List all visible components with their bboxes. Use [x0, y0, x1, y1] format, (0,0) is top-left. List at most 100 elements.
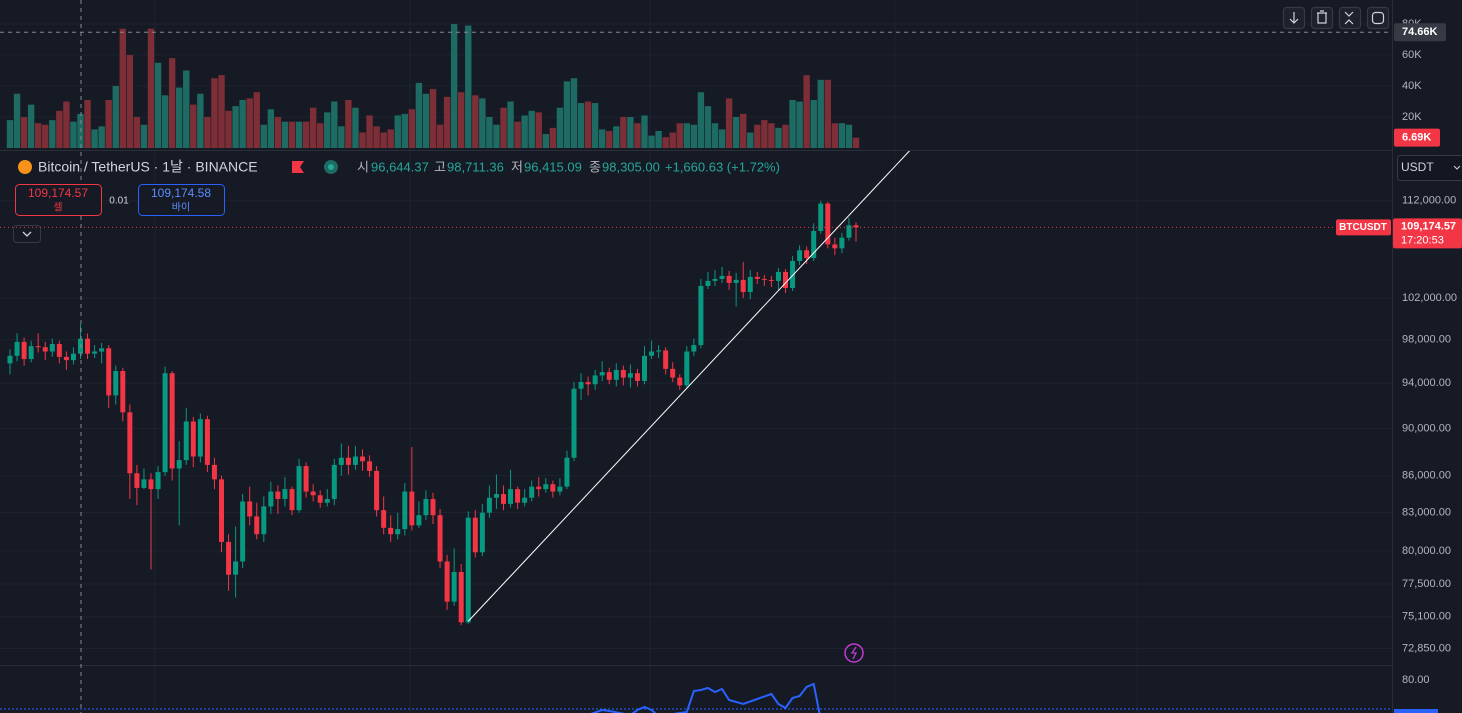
grid — [0, 23, 1392, 649]
currency-select[interactable] — [1397, 155, 1462, 181]
volume-bar — [190, 104, 197, 148]
candle-body — [155, 472, 161, 490]
maximize-button[interactable] — [1366, 6, 1390, 30]
volume-bar — [204, 117, 211, 148]
volume-bar — [718, 129, 726, 148]
volume-bar — [740, 113, 747, 148]
candle-body — [832, 244, 838, 249]
ohlc-value: 98,711.36 — [447, 159, 504, 174]
candle-body — [211, 464, 217, 480]
volume-bar — [239, 99, 246, 148]
candle-body — [331, 464, 337, 499]
volume-bar — [852, 137, 860, 148]
volume-bar — [824, 79, 831, 148]
y-tick-label: 77,500.00 — [1402, 578, 1451, 590]
volume-bar — [514, 121, 521, 148]
symbol-title: Bitcoin / TetherUS · 1날 · BINANCE — [38, 159, 258, 175]
volume-bar — [260, 124, 267, 148]
symbol-tag: BTCUSDT — [1339, 222, 1387, 233]
volume-bar — [479, 98, 486, 148]
candle-body — [338, 457, 344, 465]
volume-bar — [211, 78, 218, 148]
candle-body — [289, 489, 295, 511]
volume-bar — [288, 121, 296, 148]
candle-body — [352, 456, 358, 465]
candle-body — [775, 271, 781, 281]
sell-button[interactable] — [15, 184, 102, 216]
collapse-icon — [22, 231, 32, 237]
candle-body — [550, 484, 556, 492]
volume-bar — [465, 25, 472, 149]
y-tick-label: 80,000.00 — [1402, 545, 1451, 557]
ohlc-label: 고 — [434, 159, 446, 174]
candle-body — [360, 456, 365, 462]
volume-bar — [98, 126, 105, 148]
candle-body — [183, 421, 189, 461]
candle-body — [465, 517, 471, 623]
volume-bar — [796, 101, 803, 148]
volume-pane — [6, 24, 860, 149]
volume-bar — [415, 82, 423, 148]
candle-body — [388, 527, 394, 535]
volume-bar — [634, 123, 641, 148]
volume-bar — [768, 123, 775, 148]
candle-body — [381, 510, 387, 528]
volume-bar — [27, 104, 35, 148]
volume-bar — [831, 123, 839, 148]
candle-body — [92, 351, 98, 354]
volume-bar — [168, 58, 176, 148]
y-tick-label: 102,000.00 — [1402, 292, 1457, 304]
candle-body — [768, 279, 774, 281]
volume-bar — [91, 129, 98, 148]
candle-body — [797, 250, 803, 262]
candle-body — [691, 345, 697, 352]
y-tick-label: 75,100.00 — [1402, 611, 1451, 623]
candle-body — [522, 497, 528, 503]
volume-bar — [161, 95, 169, 148]
collapse-pane-button[interactable] — [1338, 6, 1362, 30]
volume-bar — [563, 81, 571, 148]
candle-body — [543, 484, 549, 490]
volume-bar — [535, 112, 542, 148]
candle-body — [479, 512, 485, 553]
volume-bar — [810, 99, 817, 148]
volume-bar — [422, 93, 430, 148]
delete-button[interactable] — [1310, 6, 1334, 30]
volume-bar — [394, 115, 401, 148]
candle-body — [444, 561, 450, 602]
arrow-icon — [1289, 12, 1299, 24]
candle-body — [402, 491, 408, 530]
candle-body — [508, 489, 514, 504]
y-tick-label: 112,000.00 — [1402, 195, 1456, 207]
volume-bar — [627, 117, 634, 148]
candle-body — [536, 486, 542, 490]
volume-bar — [352, 107, 359, 148]
toolbar — [1282, 6, 1390, 30]
volume-bar — [613, 126, 620, 148]
candle-body — [719, 275, 725, 279]
volume-last-box — [1394, 128, 1440, 147]
candle-body — [804, 250, 810, 259]
candle-body — [656, 350, 662, 352]
candle-body — [458, 572, 464, 623]
volume-bar — [507, 101, 514, 148]
volume-bar — [56, 110, 63, 148]
buy-button[interactable] — [138, 184, 225, 216]
candle-body — [310, 491, 316, 496]
candle-body — [430, 498, 436, 516]
event-icon[interactable] — [844, 643, 864, 663]
volume-bar — [521, 115, 528, 148]
volume-bar — [436, 124, 444, 148]
collapse-button[interactable] — [13, 225, 41, 243]
volume-bar — [338, 126, 345, 148]
spread: 0.01 — [109, 196, 129, 207]
last-price: 109,174.57 — [1401, 220, 1456, 232]
volume-bar — [401, 113, 408, 148]
price-axis: 72,850.00 75,100.00 77,500.00 80,000.00 83,0… — [1402, 18, 1457, 686]
volume-bar — [232, 106, 239, 148]
volume-bar — [725, 98, 733, 148]
buy-price: 109,174.58 — [151, 186, 211, 200]
volume-bar — [126, 55, 134, 149]
volume-bar — [747, 132, 754, 148]
